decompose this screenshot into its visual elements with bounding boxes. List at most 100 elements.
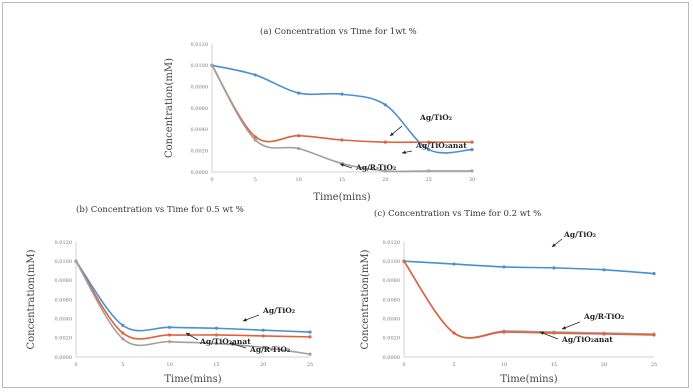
x-tick-label: 25 — [307, 362, 313, 368]
data-point-s2-p6 — [470, 169, 474, 173]
data-point-s1-p4 — [261, 334, 265, 338]
data-point-s2-p0 — [74, 259, 78, 263]
data-point-s0-p1 — [452, 262, 456, 266]
chart-svg: (b) Concentration vs Time for 0.5 wt % 0.… — [26, 204, 313, 385]
arrowhead-icon — [540, 331, 544, 335]
arrowhead-icon — [186, 333, 190, 337]
data-point-s1-p1 — [121, 331, 125, 335]
x-tick-label: 25 — [651, 362, 657, 368]
arrowhead-icon — [243, 318, 247, 322]
y-tick-label: 0.0000 — [383, 355, 401, 361]
x-tick-label: 10 — [166, 362, 172, 368]
y-tick-label: 0.0080 — [191, 84, 209, 90]
x-axis-label: Time(mins) — [500, 374, 557, 385]
y-tick-label: 0.0060 — [191, 106, 209, 112]
data-point-s1-p3 — [340, 138, 344, 142]
x-tick-label: 20 — [260, 362, 266, 368]
data-point-s2-p0 — [402, 259, 406, 263]
x-tick-label: 30 — [469, 177, 475, 183]
data-point-s2-p5 — [308, 352, 312, 356]
data-point-s2-p5 — [652, 333, 656, 337]
annotation-label: Ag/TiO₂ — [419, 113, 452, 122]
y-tick-label: 0.0120 — [383, 240, 401, 246]
chart-panel-b: (b) Concentration vs Time for 0.5 wt % 0.… — [18, 202, 340, 387]
annotation-label: Ag/TiO₂ — [563, 230, 596, 239]
arrowhead-icon — [562, 326, 566, 330]
y-tick-label: 0.0000 — [55, 355, 73, 361]
annotation-label: Ag/R-TiO₂ — [249, 345, 290, 354]
data-point-s2-p4 — [602, 332, 606, 336]
data-point-s0-p5 — [308, 330, 312, 334]
data-point-s2-p1 — [452, 331, 456, 335]
annotation-label: Ag/R-TiO₂ — [583, 312, 624, 321]
y-tick-label: 0.0040 — [55, 316, 73, 322]
data-point-s1-p5 — [308, 335, 312, 339]
series-line-1 — [211, 64, 472, 144]
y-tick-label: 0.0020 — [383, 336, 401, 342]
data-point-s0-p5 — [652, 272, 656, 276]
y-axis-label: Concentration(mM) — [360, 249, 371, 349]
x-tick-label: 5 — [452, 362, 455, 368]
x-tick-label: 20 — [382, 177, 388, 183]
x-tick-label: 15 — [213, 362, 219, 368]
data-point-s1-p2 — [168, 333, 172, 337]
y-axis-label: Concentration(mM) — [164, 58, 175, 158]
data-point-s0-p4 — [602, 268, 606, 272]
series-line-1 — [403, 260, 655, 339]
data-point-s2-p4 — [261, 345, 265, 350]
data-point-s2-p3 — [552, 331, 556, 335]
x-tick-label: 20 — [601, 362, 607, 368]
y-tick-label: 0.0020 — [55, 336, 73, 342]
x-axis-label: Time(mins) — [164, 374, 221, 385]
x-axis-label: Time(mins) — [313, 192, 370, 203]
data-point-s1-p5 — [427, 140, 431, 144]
y-tick-label: 0.0080 — [383, 278, 401, 284]
data-point-s0-p1 — [121, 323, 125, 327]
chart-svg: (c) Concentration vs Time for 0.2 wt % 0.… — [360, 208, 657, 385]
series-line-2 — [403, 260, 655, 339]
series-line-2 — [75, 260, 311, 355]
annotation-label: Ag/TiO₂anat — [199, 337, 251, 346]
x-tick-label: 10 — [295, 177, 301, 183]
annotation-label: Ag/TiO₂ — [262, 306, 295, 315]
annotation-label: Ag/R-TiO₂ — [355, 163, 396, 172]
data-point-s0-p6 — [470, 148, 474, 152]
chart-title: (a) Concentration vs Time for 1wt % — [260, 26, 417, 37]
data-point-s2-p2 — [168, 340, 172, 344]
y-tick-label: 0.0120 — [55, 240, 73, 246]
data-point-s0-p4 — [383, 103, 387, 107]
y-axis-label: Concentration(mM) — [26, 249, 37, 349]
x-tick-label: 5 — [121, 362, 124, 368]
chart-title: (c) Concentration vs Time for 0.2 wt % — [374, 208, 541, 219]
arrowhead-icon — [340, 163, 344, 167]
y-tick-label: 0.0040 — [191, 127, 209, 133]
x-tick-label: 15 — [551, 362, 557, 368]
data-point-s2-p1 — [121, 337, 125, 341]
data-point-s0-p1 — [253, 73, 257, 77]
y-tick-label: 0.0040 — [383, 316, 401, 322]
data-point-s1-p6 — [470, 140, 474, 144]
data-point-s0-p2 — [502, 265, 506, 269]
y-tick-label: 0.0060 — [383, 297, 401, 303]
data-point-s2-p3 — [214, 341, 218, 346]
x-tick-label: 15 — [339, 177, 345, 183]
data-point-s0-p2 — [297, 91, 301, 95]
x-tick-label: 25 — [425, 177, 431, 183]
data-point-s0-p2 — [168, 325, 172, 329]
y-tick-label: 0.0060 — [55, 297, 73, 303]
figure-frame — [2, 2, 689, 388]
chart-title: (b) Concentration vs Time for 0.5 wt % — [76, 204, 244, 215]
y-tick-label: 0.0100 — [383, 259, 401, 265]
data-point-s2-p0 — [210, 63, 214, 67]
series-line-0 — [403, 260, 655, 275]
data-point-s2-p2 — [502, 330, 506, 334]
data-point-s0-p3 — [552, 266, 556, 270]
x-tick-label: 10 — [501, 362, 507, 368]
x-tick-label: 0 — [210, 177, 213, 183]
series-line-1 — [75, 260, 311, 340]
y-tick-label: 0.0000 — [191, 170, 209, 176]
data-point-s1-p3 — [214, 333, 218, 337]
data-point-s2-p5 — [427, 169, 431, 173]
arrowhead-icon — [552, 243, 556, 247]
arrowhead-icon — [390, 132, 394, 136]
